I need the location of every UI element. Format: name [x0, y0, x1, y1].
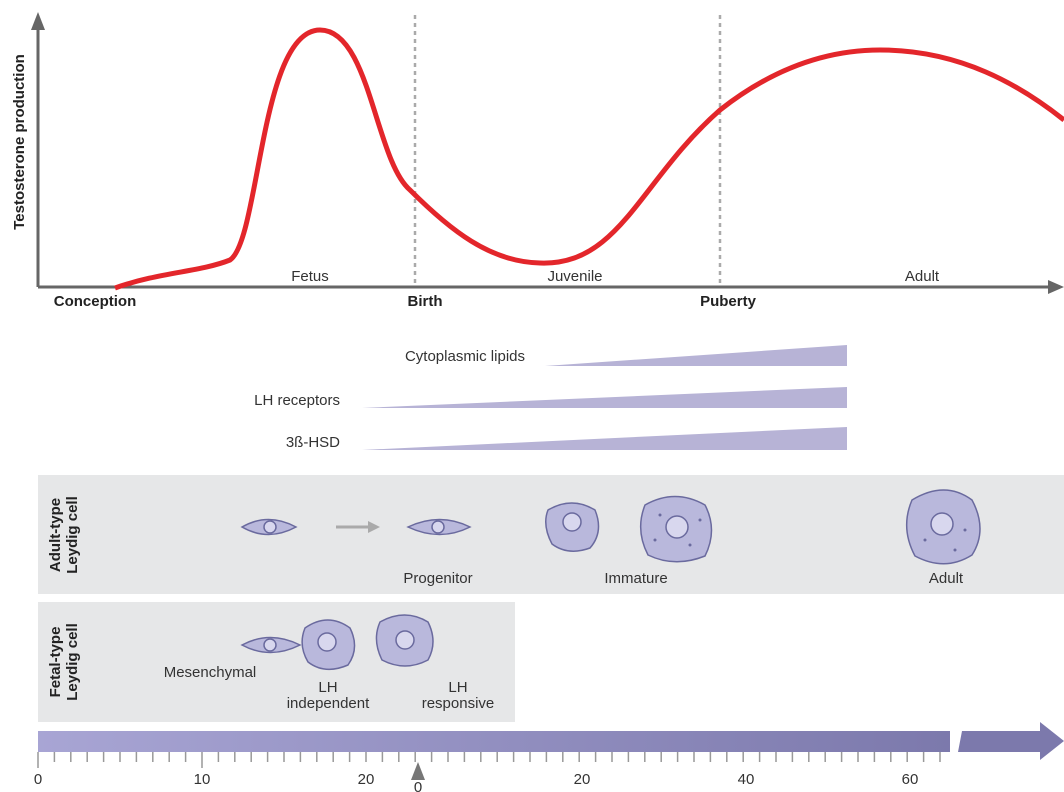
cell-label: LH — [318, 679, 337, 696]
birth-marker — [411, 762, 425, 780]
panel-title: Fetal-type — [47, 627, 64, 698]
cell-label: LH — [448, 679, 467, 696]
marker-wedge — [362, 387, 847, 408]
testosterone-curve — [115, 30, 1064, 288]
timeline-arrow — [958, 722, 1064, 760]
y-arrow — [31, 12, 45, 30]
stage-label: Juvenile — [547, 268, 602, 285]
timeline-bar — [38, 731, 950, 752]
milestone: Birth — [408, 293, 443, 310]
y-axis-label: Testosterone production — [11, 54, 28, 230]
marker-wedge — [362, 427, 847, 450]
panel-title: Leydig cell — [64, 623, 81, 701]
milestone: Puberty — [700, 293, 757, 310]
marker-label: Cytoplasmic lipids — [405, 348, 525, 365]
timeline-label: 0 — [414, 779, 422, 792]
cell-label: independent — [287, 695, 370, 712]
timeline-label: 10 — [194, 771, 211, 788]
stage-label: Fetus — [291, 268, 329, 285]
timeline-label: 40 — [738, 771, 755, 788]
stage-label: Adult — [905, 268, 940, 285]
panel-title: Leydig cell — [64, 496, 81, 574]
diagram: Testosterone production Fetus Juvenile A… — [0, 0, 1064, 792]
timeline-label: 20 — [574, 771, 591, 788]
timeline-label: 0 — [34, 771, 42, 788]
cell-label: responsive — [422, 695, 495, 712]
x-arrow — [1048, 280, 1064, 294]
panel-title: Adult-type — [47, 498, 64, 572]
milestone: Conception — [54, 293, 137, 310]
cell-label: Progenitor — [403, 570, 472, 587]
cell-label: Mesenchymal — [164, 664, 257, 681]
marker-label: 3ß-HSD — [286, 434, 340, 451]
timeline-label: 20 — [358, 771, 375, 788]
timeline-label: 60 — [902, 771, 919, 788]
cell-label: Adult — [929, 570, 964, 587]
timeline-ticks — [38, 752, 940, 768]
marker-label: LH receptors — [254, 392, 340, 409]
marker-wedge — [545, 345, 847, 366]
cell-label: Immature — [604, 570, 667, 587]
